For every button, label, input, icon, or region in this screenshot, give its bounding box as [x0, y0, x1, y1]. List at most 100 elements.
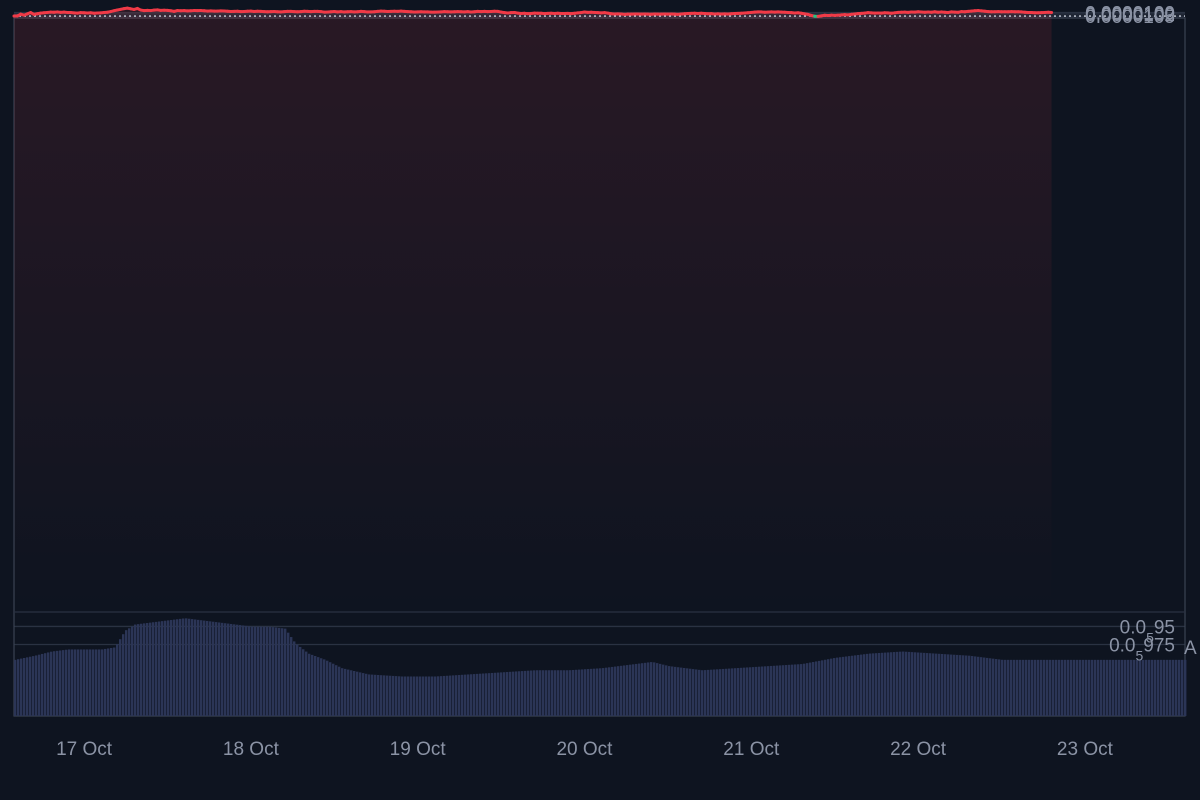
- volume-bar: [143, 623, 146, 716]
- price-area-fill: [14, 8, 1052, 612]
- volume-bar: [1103, 659, 1106, 716]
- volume-bar: [746, 667, 749, 716]
- volume-bar: [938, 653, 941, 716]
- volume-bar: [452, 675, 455, 716]
- volume-bar: [632, 664, 635, 716]
- volume-bar: [443, 675, 446, 716]
- volume-bar: [359, 672, 362, 716]
- volume-bar: [476, 673, 479, 716]
- price-line-series[interactable]: [12, 6, 1054, 18]
- volume-bar: [731, 668, 734, 716]
- volume-bar: [428, 676, 431, 716]
- volume-bar: [686, 668, 689, 716]
- volume-bar: [1091, 659, 1094, 716]
- volume-bar: [437, 676, 440, 716]
- volume-bar: [83, 649, 86, 716]
- volume-bar: [335, 665, 338, 716]
- volume-bar: [62, 650, 65, 716]
- volume-bar: [1043, 659, 1046, 716]
- volume-bar: [1082, 659, 1085, 716]
- volume-bar: [512, 671, 515, 716]
- volume-bar: [578, 669, 581, 716]
- volume-bar: [323, 659, 326, 716]
- volume-bar: [923, 652, 926, 716]
- volume-bar: [440, 676, 443, 716]
- volume-bar: [257, 626, 260, 716]
- volume-bar: [620, 665, 623, 716]
- volume-bar: [362, 673, 365, 716]
- volume-bar: [668, 666, 671, 716]
- volume-bar: [974, 656, 977, 716]
- volume-bar: [572, 669, 575, 716]
- volume-bar: [194, 619, 197, 716]
- volume-bar: [1058, 659, 1061, 716]
- volume-bar: [815, 661, 818, 716]
- volume-bar: [341, 668, 344, 716]
- volume-bar: [653, 662, 656, 716]
- volume-bar: [128, 628, 131, 716]
- volume-bar: [1148, 659, 1151, 716]
- volume-bar: [548, 670, 551, 716]
- volume-bar: [1070, 659, 1073, 716]
- volume-bar: [1106, 659, 1109, 716]
- volume-bar: [230, 623, 233, 716]
- volume-bar: [1175, 659, 1178, 716]
- volume-bar: [524, 670, 527, 716]
- volume-bar: [1022, 659, 1025, 716]
- volume-bar: [95, 649, 98, 716]
- volume-bar: [1154, 659, 1157, 716]
- volume-bar: [962, 655, 965, 716]
- volume-bar: [551, 670, 554, 716]
- volume-bar: [758, 666, 761, 716]
- volume-bar: [239, 625, 242, 716]
- volume-bar: [782, 665, 785, 716]
- y-tick-label: 0.0000100: [1085, 4, 1175, 25]
- volume-bar: [752, 667, 755, 716]
- volume-bar: [896, 651, 899, 716]
- volume-bar: [155, 621, 158, 716]
- volume-bar: [272, 627, 275, 716]
- volume-bar: [641, 663, 644, 716]
- volume-bar: [803, 663, 806, 716]
- volume-bar: [299, 646, 302, 716]
- volume-bar: [98, 649, 101, 716]
- volume-bar: [1076, 659, 1079, 716]
- volume-bar: [170, 620, 173, 716]
- volume-bar: [470, 674, 473, 716]
- volume-bar: [674, 666, 677, 716]
- volume-bar: [497, 672, 500, 716]
- volume-bar: [203, 620, 206, 716]
- volume-bar: [1133, 659, 1136, 716]
- volume-bar: [965, 655, 968, 716]
- volume-bar: [875, 653, 878, 716]
- y-tick-label: 0.0000105: [1085, 7, 1175, 28]
- volume-bar: [1139, 659, 1142, 716]
- volume-bar: [1115, 659, 1118, 716]
- volume-bar: [86, 649, 89, 716]
- volume-bar: [908, 651, 911, 716]
- volume-bar: [182, 618, 185, 716]
- volume-bar: [863, 654, 866, 716]
- volume-bar: [1007, 659, 1010, 716]
- volume-bar: [215, 622, 218, 716]
- volume-bar: [992, 658, 995, 716]
- volume-bar: [419, 676, 422, 716]
- volume-bar: [377, 674, 380, 716]
- x-axis-labels: 17 Oct 18 Oct 19 Oct 20 Oct 21 Oct 22 Oct 23 O…: [56, 739, 1114, 760]
- volume-bar: [464, 674, 467, 716]
- volume-bar: [422, 676, 425, 716]
- volume-bar: [416, 676, 419, 716]
- volume-bar: [1025, 659, 1028, 716]
- volume-bar: [842, 656, 845, 716]
- volume-bar: [23, 657, 26, 716]
- volume-bar: [491, 672, 494, 716]
- volume-bar: [53, 651, 56, 716]
- volume-bar: [326, 660, 329, 716]
- volume-bar: [599, 668, 602, 716]
- volume-bar: [308, 653, 311, 716]
- volume-bar: [482, 673, 485, 716]
- volume-bar: [71, 649, 74, 716]
- volume-bar: [1019, 659, 1022, 716]
